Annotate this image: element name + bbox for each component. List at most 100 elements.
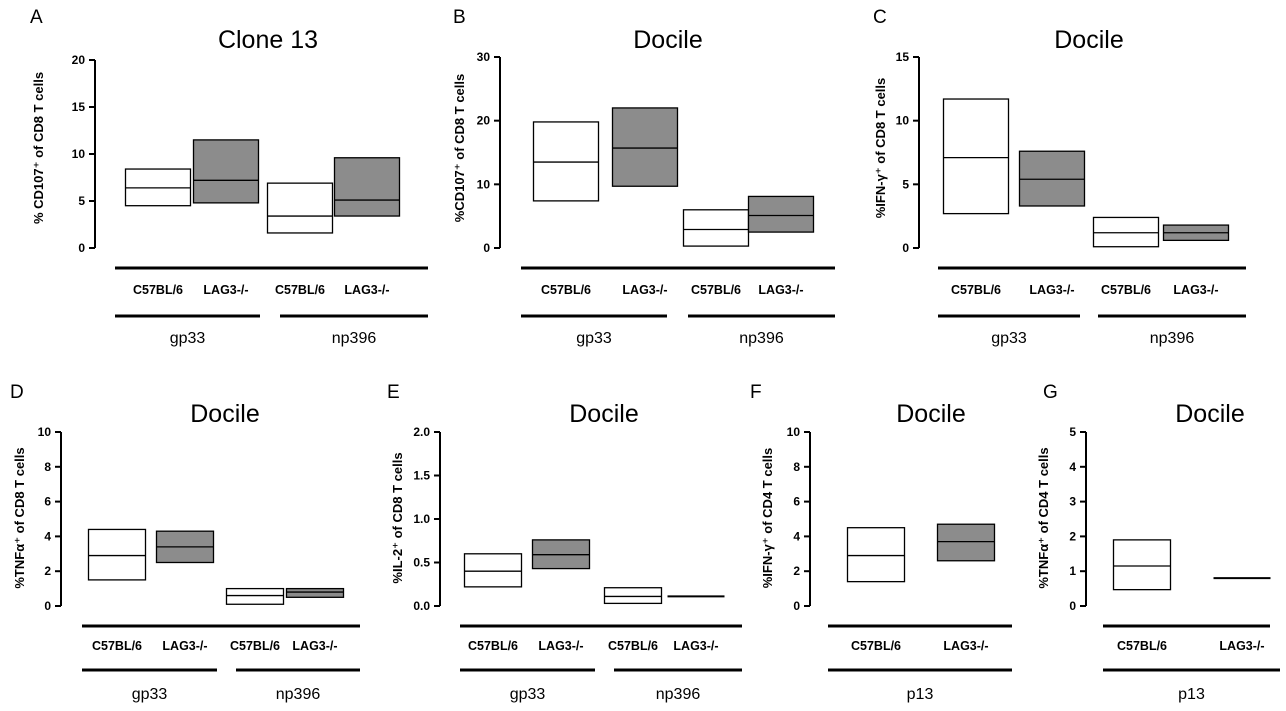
box	[192, 139, 260, 204]
y-tick-label: 2	[44, 564, 51, 578]
group-label: p13	[1178, 686, 1205, 703]
box	[846, 527, 906, 583]
category-label: C57BL/6	[851, 639, 901, 653]
box	[936, 523, 996, 562]
y-tick-label: 10	[72, 147, 86, 161]
panel-letter: B	[453, 7, 466, 28]
category-label: LAG3-/-	[1219, 639, 1264, 653]
group-label: gp33	[510, 686, 546, 703]
y-tick-label: 1.5	[413, 469, 430, 483]
y-tick-label: 0.0	[413, 599, 430, 613]
category-label: LAG3-/-	[203, 283, 248, 297]
y-axis-title: %CD107⁺ of CD8 T cells	[452, 74, 467, 222]
panel-e: E Docile 0.0 0.5 1.0 1.5 2.0 %IL-2⁺ of CD8 T ce…	[387, 382, 742, 703]
y-tick-label: 4	[1069, 460, 1076, 474]
y-tick-label: 10	[787, 425, 801, 439]
y-tick-label: 0	[1069, 599, 1076, 613]
y-tick-label: 15	[72, 100, 86, 114]
category-label: C57BL/6	[1117, 639, 1167, 653]
panel-c: C Docile 0 5 10 15 %IFN-γ⁺ of CD8 T cells C57BL…	[873, 7, 1246, 347]
y-tick-label: 2	[1069, 529, 1076, 543]
y-axis-title: % CD107⁺ of CD8 T cells	[31, 72, 46, 224]
y-tick-label: 5	[902, 177, 909, 191]
category-label: C57BL/6	[230, 639, 280, 653]
category-label: LAG3-/-	[758, 283, 803, 297]
y-axis-title: %IL-2⁺ of CD8 T cells	[390, 452, 405, 583]
panel-letter: A	[30, 7, 43, 28]
category-label: C57BL/6	[691, 283, 741, 297]
y-tick-label: 0	[793, 599, 800, 613]
y-axis-title: %TNFα⁺ of CD4 T cells	[1036, 447, 1051, 588]
y-tick-label: 8	[44, 460, 51, 474]
group-label: gp33	[576, 330, 612, 347]
y-tick-label: 0.5	[413, 556, 430, 570]
box	[682, 209, 750, 247]
box	[603, 587, 663, 605]
panel-letter: F	[750, 382, 762, 403]
y-tick-label: 10	[38, 425, 52, 439]
y-axis-title: %IFN-γ⁺ of CD8 T cells	[873, 78, 888, 219]
category-label: LAG3-/-	[943, 639, 988, 653]
box	[87, 528, 147, 581]
group-label: np396	[656, 686, 701, 703]
box	[463, 553, 523, 588]
y-tick-label: 2.0	[413, 425, 430, 439]
panel-letter: G	[1043, 382, 1058, 403]
category-label: LAG3-/-	[344, 283, 389, 297]
y-tick-label: 10	[896, 114, 910, 128]
y-axis-title: %IFN-γ⁺ of CD4 T cells	[760, 448, 775, 589]
panel-title: Docile	[1054, 26, 1123, 54]
category-label: LAG3-/-	[1029, 283, 1074, 297]
y-tick-label: 0	[902, 241, 909, 255]
category-label: C57BL/6	[468, 639, 518, 653]
panel-title: Docile	[569, 400, 638, 428]
y-axis-title: %TNFα⁺ of CD8 T cells	[12, 447, 27, 588]
y-tick-label: 20	[72, 53, 86, 67]
group-label: gp33	[170, 330, 206, 347]
panel-title: Docile	[633, 26, 702, 54]
category-label: LAG3-/-	[162, 639, 207, 653]
panel-g: G Docile 0 1 2 3 4 5 %TNFα⁺ of CD4 T cells C57BL/…	[1036, 382, 1280, 703]
y-tick-label: 5	[78, 194, 85, 208]
panel-f: F Docile 0 2 4 6 8 10 %IFN-γ⁺ of CD4 T cells C57B…	[750, 382, 1012, 703]
category-label: LAG3-/-	[622, 283, 667, 297]
panel-title: Docile	[896, 400, 965, 428]
y-tick-label: 8	[793, 460, 800, 474]
category-label: C57BL/6	[1101, 283, 1151, 297]
box	[1112, 539, 1172, 591]
box	[225, 587, 285, 605]
box	[333, 157, 401, 217]
box	[285, 587, 345, 598]
group-label: np396	[332, 330, 377, 347]
panel-title: Clone 13	[218, 26, 318, 54]
group-label: np396	[1150, 330, 1195, 347]
panel-letter: E	[387, 382, 400, 403]
box	[611, 107, 679, 187]
panel-d: D Docile 0 2 4 6 8 10 %TNFα⁺ of CD8 T cells C57BL…	[10, 382, 360, 703]
y-tick-label: 0	[483, 241, 490, 255]
category-label: LAG3-/-	[673, 639, 718, 653]
y-tick-label: 15	[896, 50, 910, 64]
y-tick-label: 5	[1069, 425, 1076, 439]
y-tick-label: 30	[477, 50, 491, 64]
category-label: C57BL/6	[275, 283, 325, 297]
group-label: np396	[276, 686, 321, 703]
y-tick-label: 4	[793, 529, 800, 543]
panel-a: A Clone 13 0 5 10 15 20 % CD107⁺ of CD8 T cells…	[30, 7, 428, 347]
category-label: LAG3-/-	[1173, 283, 1218, 297]
y-tick-label: 10	[477, 177, 491, 191]
category-label: C57BL/6	[541, 283, 591, 297]
y-tick-label: 1.0	[413, 512, 430, 526]
y-tick-label: 4	[44, 529, 51, 543]
category-label: C57BL/6	[608, 639, 658, 653]
panel-letter: C	[873, 7, 887, 28]
box	[747, 195, 815, 233]
panel-letter: D	[10, 382, 24, 403]
category-label: LAG3-/-	[292, 639, 337, 653]
y-tick-label: 20	[477, 114, 491, 128]
panel-b: B Docile 0 10 20 30 %CD107⁺ of CD8 T cells C57B…	[452, 7, 835, 347]
group-label: p13	[907, 686, 934, 703]
y-tick-label: 0	[44, 599, 51, 613]
y-tick-label: 0	[78, 241, 85, 255]
